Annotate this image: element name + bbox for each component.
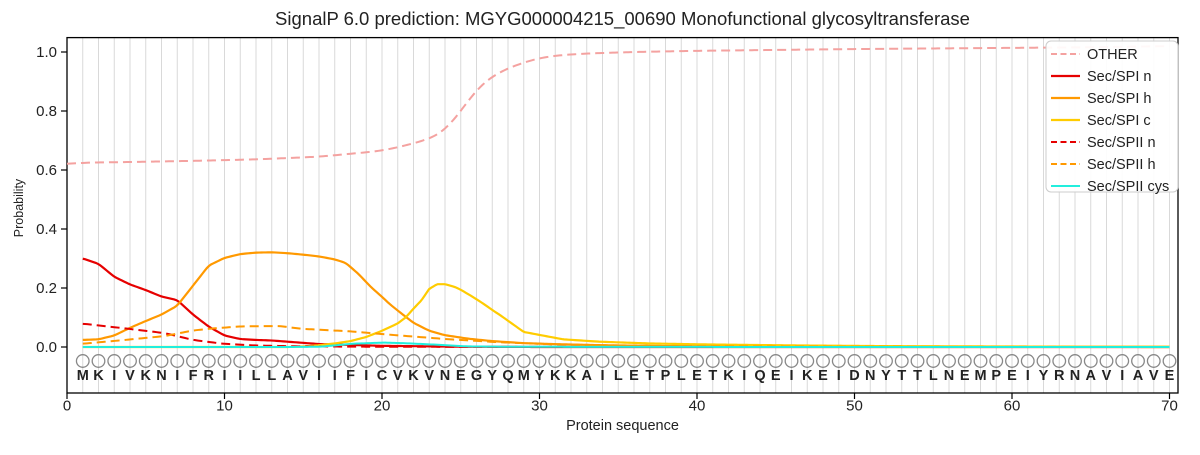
svg-text:R: R bbox=[1054, 368, 1065, 384]
svg-text:20: 20 bbox=[374, 398, 391, 415]
svg-text:50: 50 bbox=[846, 398, 863, 415]
svg-text:V: V bbox=[424, 368, 434, 384]
svg-text:10: 10 bbox=[216, 398, 233, 415]
svg-text:K: K bbox=[93, 368, 104, 384]
svg-text:V: V bbox=[1149, 368, 1159, 384]
svg-text:Sec/SPII cys: Sec/SPII cys bbox=[1087, 179, 1169, 195]
svg-text:Q: Q bbox=[502, 368, 513, 384]
svg-text:0: 0 bbox=[63, 398, 71, 415]
svg-text:I: I bbox=[175, 368, 179, 384]
svg-text:I: I bbox=[1120, 368, 1124, 384]
svg-text:Y: Y bbox=[881, 368, 891, 384]
svg-text:I: I bbox=[789, 368, 793, 384]
svg-text:E: E bbox=[1165, 368, 1175, 384]
svg-text:K: K bbox=[802, 368, 813, 384]
svg-text:P: P bbox=[991, 368, 1001, 384]
svg-text:V: V bbox=[298, 368, 308, 384]
svg-text:A: A bbox=[1133, 368, 1144, 384]
svg-text:K: K bbox=[550, 368, 561, 384]
svg-text:V: V bbox=[393, 368, 403, 384]
svg-text:0.2: 0.2 bbox=[36, 280, 57, 297]
svg-text:I: I bbox=[333, 368, 337, 384]
svg-text:F: F bbox=[346, 368, 355, 384]
svg-text:Sec/SPI h: Sec/SPI h bbox=[1087, 91, 1151, 107]
svg-text:I: I bbox=[112, 368, 116, 384]
svg-text:M: M bbox=[77, 368, 89, 384]
svg-text:C: C bbox=[377, 368, 388, 384]
svg-text:E: E bbox=[1007, 368, 1017, 384]
svg-text:30: 30 bbox=[531, 398, 548, 415]
svg-text:E: E bbox=[771, 368, 781, 384]
svg-text:70: 70 bbox=[1161, 398, 1178, 415]
svg-text:L: L bbox=[252, 368, 261, 384]
svg-text:M: M bbox=[518, 368, 530, 384]
svg-text:A: A bbox=[582, 368, 593, 384]
svg-text:E: E bbox=[456, 368, 466, 384]
svg-text:K: K bbox=[408, 368, 419, 384]
svg-text:60: 60 bbox=[1004, 398, 1021, 415]
svg-text:K: K bbox=[723, 368, 734, 384]
svg-text:L: L bbox=[929, 368, 938, 384]
svg-text:D: D bbox=[849, 368, 859, 384]
svg-text:I: I bbox=[1026, 368, 1030, 384]
svg-text:Sec/SPI c: Sec/SPI c bbox=[1087, 113, 1151, 129]
svg-text:Y: Y bbox=[535, 368, 545, 384]
svg-text:K: K bbox=[141, 368, 152, 384]
svg-text:E: E bbox=[629, 368, 639, 384]
svg-text:M: M bbox=[974, 368, 986, 384]
svg-text:L: L bbox=[614, 368, 623, 384]
svg-text:V: V bbox=[125, 368, 135, 384]
svg-text:L: L bbox=[267, 368, 276, 384]
svg-text:0.0: 0.0 bbox=[36, 339, 57, 356]
svg-text:A: A bbox=[1086, 368, 1097, 384]
svg-text:0.6: 0.6 bbox=[36, 162, 57, 179]
svg-text:Y: Y bbox=[1039, 368, 1049, 384]
svg-text:N: N bbox=[156, 368, 166, 384]
svg-text:I: I bbox=[364, 368, 368, 384]
svg-text:N: N bbox=[1070, 368, 1080, 384]
svg-text:I: I bbox=[600, 368, 604, 384]
svg-text:A: A bbox=[282, 368, 293, 384]
svg-text:40: 40 bbox=[689, 398, 706, 415]
svg-text:Q: Q bbox=[754, 368, 765, 384]
svg-text:G: G bbox=[471, 368, 482, 384]
svg-text:Sec/SPII n: Sec/SPII n bbox=[1087, 135, 1156, 151]
svg-text:Y: Y bbox=[487, 368, 497, 384]
svg-text:0.8: 0.8 bbox=[36, 103, 57, 120]
svg-text:N: N bbox=[865, 368, 875, 384]
svg-text:I: I bbox=[837, 368, 841, 384]
svg-text:T: T bbox=[897, 368, 906, 384]
svg-text:E: E bbox=[818, 368, 828, 384]
svg-text:L: L bbox=[677, 368, 686, 384]
svg-text:OTHER: OTHER bbox=[1087, 47, 1138, 63]
svg-text:Sec/SPII h: Sec/SPII h bbox=[1087, 157, 1156, 173]
svg-text:N: N bbox=[944, 368, 954, 384]
svg-text:F: F bbox=[189, 368, 198, 384]
svg-text:1.0: 1.0 bbox=[36, 44, 57, 61]
svg-text:R: R bbox=[204, 368, 215, 384]
svg-text:V: V bbox=[1102, 368, 1112, 384]
svg-text:K: K bbox=[566, 368, 577, 384]
svg-text:T: T bbox=[913, 368, 922, 384]
svg-text:N: N bbox=[440, 368, 450, 384]
svg-text:T: T bbox=[708, 368, 717, 384]
svg-text:E: E bbox=[960, 368, 970, 384]
svg-text:I: I bbox=[317, 368, 321, 384]
svg-text:I: I bbox=[742, 368, 746, 384]
svg-text:0.4: 0.4 bbox=[36, 221, 57, 238]
svg-text:T: T bbox=[645, 368, 654, 384]
svg-text:I: I bbox=[222, 368, 226, 384]
svg-text:E: E bbox=[692, 368, 702, 384]
svg-text:P: P bbox=[661, 368, 671, 384]
svg-text:I: I bbox=[238, 368, 242, 384]
svg-text:Sec/SPI n: Sec/SPI n bbox=[1087, 69, 1151, 85]
